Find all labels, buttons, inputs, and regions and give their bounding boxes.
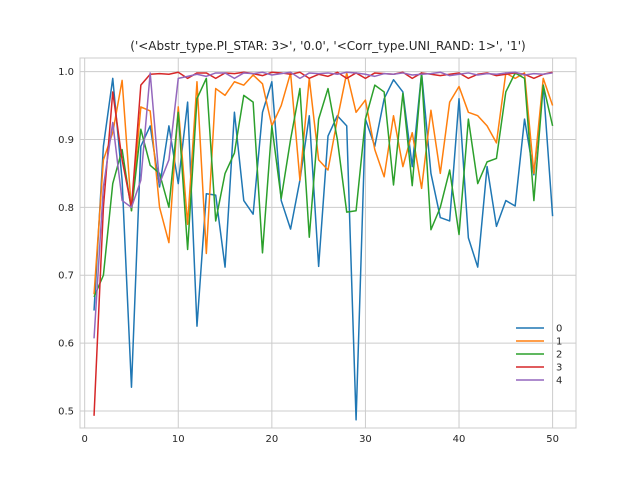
x-tick-label: 0 bbox=[81, 434, 87, 445]
y-tick-label: 0.6 bbox=[58, 339, 74, 350]
x-tick-label: 20 bbox=[265, 434, 278, 445]
x-tick-label: 30 bbox=[359, 434, 372, 445]
y-axis-ticks: 0.5 0.6 0.7 0.8 0.9 1.0 bbox=[58, 67, 74, 417]
series-line-4 bbox=[93, 71, 553, 339]
y-tick-label: 0.7 bbox=[58, 271, 74, 282]
y-tick-label: 1.0 bbox=[58, 67, 74, 78]
x-tick-label: 40 bbox=[453, 434, 466, 445]
series-layer bbox=[93, 71, 554, 421]
x-tick-label: 50 bbox=[546, 434, 559, 445]
legend-label: 4 bbox=[556, 376, 562, 387]
legend-label: 0 bbox=[556, 324, 562, 335]
legend-label: 3 bbox=[556, 363, 562, 374]
plot-frame bbox=[79, 57, 577, 429]
chart-title: ('<Abstr_type.PI_STAR: 3>', '0.0', '<Cor… bbox=[130, 39, 525, 53]
x-axis-ticks: 0 10 20 30 40 50 bbox=[81, 434, 558, 445]
x-tick-label: 10 bbox=[172, 434, 185, 445]
plot-area: 0 10 20 30 40 50 0.50.60.70.80.91.0 bbox=[58, 57, 577, 445]
legend-label: 1 bbox=[556, 337, 562, 348]
series-line-2 bbox=[93, 72, 554, 298]
legend: 0 1 2 3 4 bbox=[516, 324, 562, 387]
legend-label: 2 bbox=[556, 350, 562, 361]
y-tick-label: 0.5 bbox=[58, 407, 74, 418]
series-line-0 bbox=[93, 72, 554, 421]
y-tick-label: 0.8 bbox=[58, 203, 74, 214]
series-line-1 bbox=[93, 72, 554, 295]
y-tick-label: 0.9 bbox=[58, 135, 74, 146]
